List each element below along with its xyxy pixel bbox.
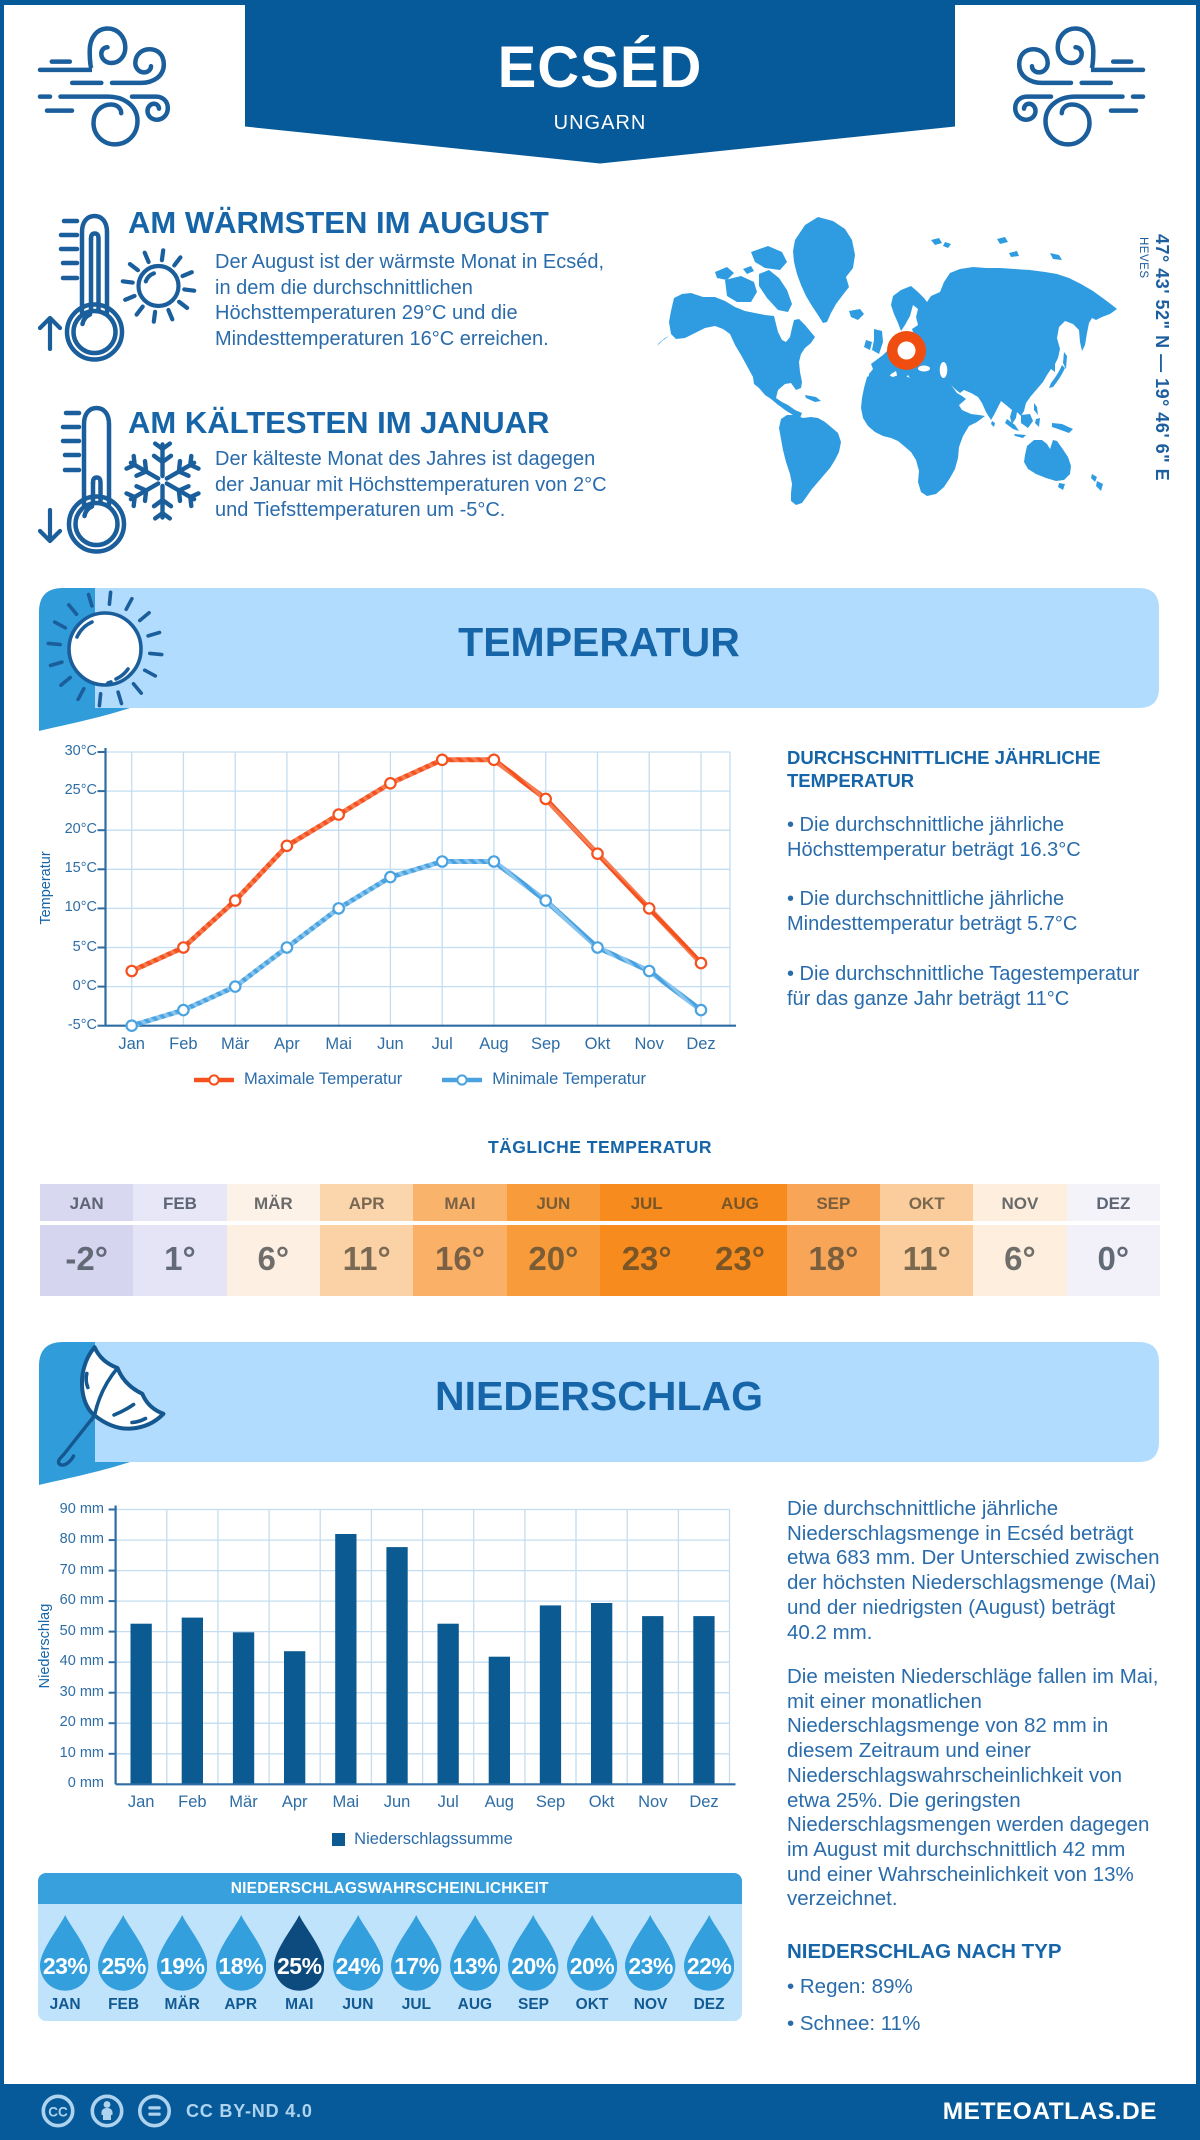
svg-text:CC: CC (48, 2105, 68, 2120)
